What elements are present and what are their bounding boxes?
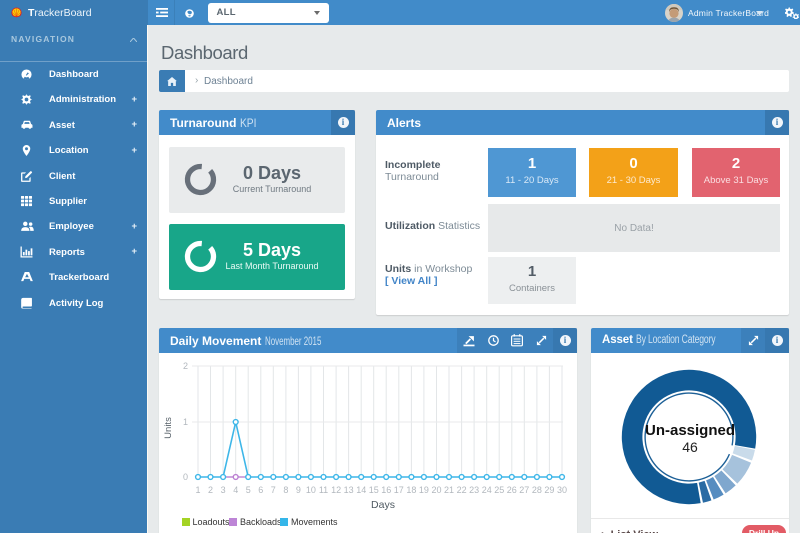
svg-text:7: 7 — [271, 485, 276, 495]
svg-text:28: 28 — [532, 485, 542, 495]
svg-text:Days: Days — [371, 499, 395, 511]
svg-text:18: 18 — [406, 485, 416, 495]
svg-text:17: 17 — [394, 485, 404, 495]
svg-text:30: 30 — [557, 485, 567, 495]
svg-text:10: 10 — [306, 485, 316, 495]
svg-text:2: 2 — [183, 361, 188, 371]
svg-text:1: 1 — [183, 417, 188, 427]
svg-text:Units: Units — [163, 417, 174, 439]
svg-text:6: 6 — [258, 485, 263, 495]
svg-text:4: 4 — [233, 485, 238, 495]
svg-text:22: 22 — [457, 485, 467, 495]
svg-text:29: 29 — [544, 485, 554, 495]
svg-text:14: 14 — [356, 485, 366, 495]
svg-text:11: 11 — [319, 485, 328, 495]
svg-text:21: 21 — [444, 485, 454, 495]
svg-text:23: 23 — [469, 485, 479, 495]
svg-text:27: 27 — [519, 485, 529, 495]
svg-text:8: 8 — [283, 485, 288, 495]
svg-text:16: 16 — [381, 485, 391, 495]
svg-text:5: 5 — [246, 485, 251, 495]
svg-text:2: 2 — [208, 485, 213, 495]
svg-text:15: 15 — [369, 485, 379, 495]
svg-text:9: 9 — [296, 485, 301, 495]
svg-text:1: 1 — [195, 485, 200, 495]
svg-text:0: 0 — [183, 472, 188, 482]
svg-text:12: 12 — [331, 485, 341, 495]
svg-text:19: 19 — [419, 485, 429, 495]
svg-text:3: 3 — [221, 485, 226, 495]
svg-text:26: 26 — [507, 485, 517, 495]
svg-text:20: 20 — [431, 485, 441, 495]
svg-text:25: 25 — [494, 485, 504, 495]
svg-text:13: 13 — [344, 485, 354, 495]
svg-text:24: 24 — [482, 485, 492, 495]
